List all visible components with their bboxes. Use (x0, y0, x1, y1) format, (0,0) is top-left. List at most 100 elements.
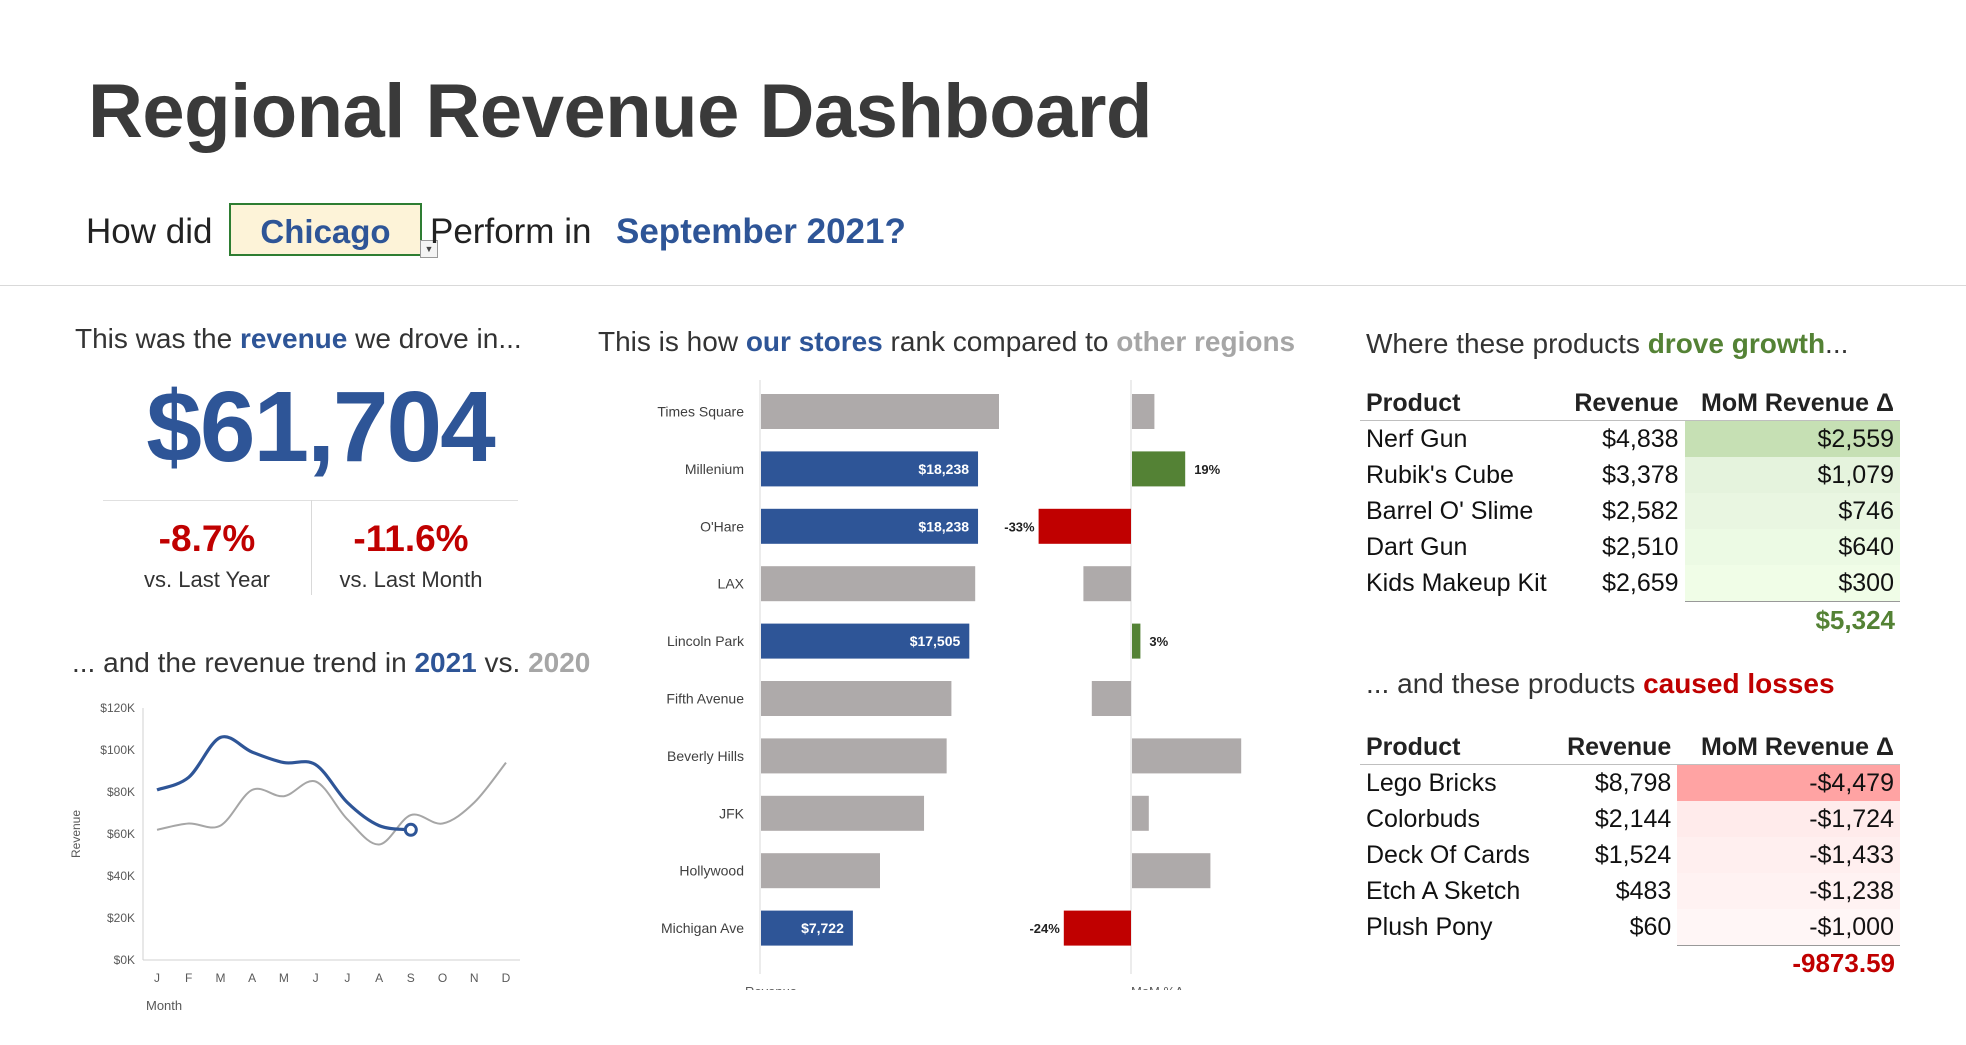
total-revenue: $61,704 (146, 371, 495, 483)
region-dropdown[interactable]: Chicago (229, 203, 422, 256)
dropdown-arrow-icon[interactable]: ▼ (420, 240, 438, 258)
yoy-value: -8.7% (158, 518, 256, 559)
growth-row: Dart Gun $2,510 $640 (1360, 529, 1900, 565)
mom-bar-label: -33% (1004, 519, 1035, 534)
mom-bar (1038, 508, 1131, 544)
revenue-bar (761, 853, 880, 889)
loss-cell-product: Deck Of Cards (1366, 840, 1530, 869)
kpi-divider (103, 500, 518, 501)
growth-table: Product Revenue MoM Revenue Δ Nerf Gun $4… (1360, 386, 1900, 602)
mom-axis-label: MoM %Δ (1131, 984, 1184, 990)
trend-y-tick-label: $100K (100, 743, 135, 757)
revenue-bar (761, 394, 999, 429)
loss-cell-delta: -$4,479 (1677, 764, 1900, 801)
mom-bar (1132, 623, 1141, 659)
trend-x-tick-label: A (248, 971, 256, 985)
trend-x-tick-label: F (185, 971, 192, 985)
trend-y-tick-label: $20K (107, 911, 135, 925)
page-title: Regional Revenue Dashboard (88, 69, 1152, 154)
growth-heading-em: drove growth (1647, 328, 1826, 359)
trend-x-tick-label: J (313, 971, 319, 985)
mom-bar (1132, 795, 1149, 831)
stores-heading: This is how our stores rank compared to … (598, 326, 1295, 358)
trend-heading-year1: 2021 (414, 647, 477, 678)
loss-col-revenue: Revenue (1551, 730, 1678, 765)
loss-cell-delta: -$1,238 (1677, 873, 1900, 909)
stores-heading-em2: other regions (1116, 326, 1296, 357)
revenue-heading: This was the revenue we drove in... (75, 323, 522, 355)
revenue-axis-label: Revenue (745, 984, 797, 990)
mom-bar (1063, 910, 1131, 946)
loss-cell-revenue: $2,144 (1594, 804, 1672, 833)
loss-row: Etch A Sketch $483 -$1,238 (1360, 873, 1900, 909)
store-label: Hollywood (679, 863, 744, 879)
growth-cell-delta: $1,079 (1684, 457, 1900, 493)
trend-x-tick-label: M (279, 971, 289, 985)
growth-row: Barrel O' Slime $2,582 $746 (1360, 493, 1900, 529)
revenue-bar (761, 681, 952, 716)
revenue-bar-label: $18,238 (918, 461, 969, 477)
growth-cell-revenue: $3,378 (1602, 460, 1679, 489)
store-label: Lincoln Park (667, 633, 745, 649)
trend-x-tick-label: O (438, 971, 447, 985)
yoy-label: vs. Last Year (144, 567, 270, 592)
revenue-bar (761, 508, 979, 544)
loss-cell-product: Etch A Sketch (1366, 876, 1521, 905)
growth-heading-post: ... (1825, 328, 1849, 359)
revenue-bar-label: $17,505 (910, 633, 961, 649)
growth-col-revenue: Revenue (1562, 386, 1685, 421)
trend-heading: ... and the revenue trend in 2021 vs. 20… (72, 647, 590, 679)
store-label: Beverly Hills (667, 748, 744, 764)
revenue-heading-post: we drove in... (347, 323, 522, 354)
growth-total: $5,324 (1815, 605, 1895, 635)
growth-cell-product: Kids Makeup Kit (1366, 568, 1547, 597)
store-label: Millenium (685, 461, 744, 477)
stores-heading-em1: our stores (745, 326, 883, 357)
loss-table: Product Revenue MoM Revenue Δ Lego Brick… (1360, 730, 1900, 946)
store-label: Michigan Ave (661, 920, 744, 936)
growth-cell-revenue: $2,510 (1602, 532, 1679, 561)
stores-heading-mid: rank compared to (882, 326, 1117, 357)
growth-col-delta: MoM Revenue Δ (1684, 386, 1900, 421)
loss-col-product: Product (1360, 730, 1552, 765)
mom-bar (1091, 681, 1131, 716)
kpi-separator (311, 500, 312, 595)
loss-cell-delta: -$1,724 (1677, 801, 1900, 837)
growth-cell-revenue: $4,838 (1602, 424, 1679, 453)
trend-heading-year2: 2020 (528, 647, 591, 678)
store-label: LAX (718, 576, 745, 592)
revenue-bar (761, 738, 947, 774)
store-label: Times Square (657, 404, 744, 420)
mom-bar (1132, 738, 1242, 774)
mom-bar (1132, 853, 1211, 889)
question-prefix: How did (86, 212, 213, 251)
trend-x-tick-label: J (154, 971, 160, 985)
loss-row: Deck Of Cards $1,524 -$1,433 (1360, 837, 1900, 873)
trend-x-axis-label: Month (146, 998, 182, 1013)
mom-bar-label: 3% (1149, 634, 1168, 649)
growth-cell-delta: $2,559 (1684, 420, 1900, 457)
loss-cell-revenue: $1,524 (1594, 840, 1672, 869)
revenue-bar (761, 451, 979, 487)
revenue-bar (761, 566, 976, 602)
revenue-bar-label: $7,722 (801, 920, 844, 936)
mom-label: vs. Last Month (339, 567, 483, 592)
growth-cell-product: Barrel O' Slime (1366, 496, 1534, 525)
mom-bar (1083, 566, 1131, 602)
loss-row: Colorbuds $2,144 -$1,724 (1360, 801, 1900, 837)
growth-cell-revenue: $2,582 (1602, 496, 1679, 525)
mom-bar-label: -24% (1029, 921, 1060, 936)
trend-heading-mid: vs. (476, 647, 529, 678)
growth-cell-delta: $746 (1684, 493, 1900, 529)
series-2021-line (156, 735, 412, 832)
trend-x-tick-label: M (215, 971, 225, 985)
loss-heading-pre: ... and these products (1366, 668, 1644, 699)
series-2021-last-point (403, 822, 418, 837)
stores-heading-pre: This is how (598, 326, 746, 357)
loss-row: Plush Pony $60 -$1,000 (1360, 909, 1900, 946)
mom-bar (1132, 394, 1155, 429)
growth-heading: Where these products drove growth... (1366, 328, 1848, 360)
growth-cell-delta: $300 (1684, 565, 1900, 602)
growth-cell-revenue: $2,659 (1602, 568, 1679, 597)
trend-x-tick-label: N (470, 971, 479, 985)
